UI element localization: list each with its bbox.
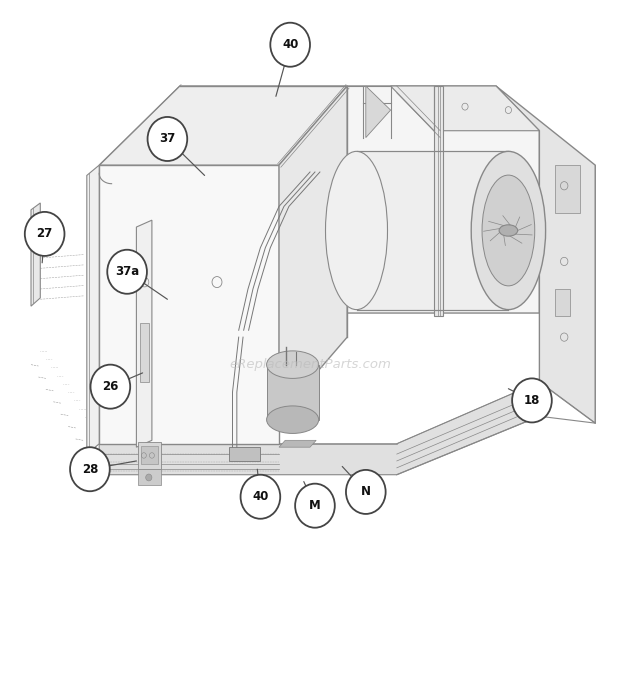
Polygon shape (99, 86, 347, 165)
Text: 28: 28 (82, 463, 98, 475)
Polygon shape (99, 165, 279, 444)
Polygon shape (140, 323, 149, 382)
Circle shape (346, 470, 386, 514)
Polygon shape (99, 382, 539, 475)
Polygon shape (229, 447, 260, 461)
Text: 40: 40 (282, 39, 298, 51)
Circle shape (512, 378, 552, 422)
Circle shape (70, 447, 110, 491)
Circle shape (146, 474, 152, 481)
Polygon shape (279, 440, 316, 447)
Ellipse shape (267, 406, 319, 433)
Circle shape (25, 212, 64, 256)
Ellipse shape (482, 175, 534, 286)
Text: 18: 18 (524, 394, 540, 407)
Polygon shape (555, 289, 570, 316)
Polygon shape (87, 165, 99, 454)
Text: 40: 40 (252, 491, 268, 503)
Polygon shape (347, 86, 539, 313)
Polygon shape (434, 86, 443, 316)
Polygon shape (138, 442, 161, 469)
Text: M: M (309, 499, 321, 512)
Text: N: N (361, 486, 371, 498)
Ellipse shape (499, 225, 518, 236)
Circle shape (270, 23, 310, 67)
Text: eReplacementParts.com: eReplacementParts.com (229, 358, 391, 371)
Polygon shape (555, 165, 580, 213)
Polygon shape (496, 86, 595, 423)
Text: 37: 37 (159, 133, 175, 145)
Polygon shape (366, 86, 391, 138)
Text: 26: 26 (102, 380, 118, 393)
Polygon shape (279, 86, 347, 416)
Ellipse shape (326, 151, 388, 310)
Ellipse shape (471, 151, 546, 310)
Text: 37a: 37a (115, 266, 140, 278)
Text: 27: 27 (37, 228, 53, 240)
Circle shape (107, 250, 147, 294)
Polygon shape (391, 86, 539, 131)
Circle shape (241, 475, 280, 519)
Polygon shape (31, 203, 40, 306)
Polygon shape (136, 220, 152, 447)
Circle shape (295, 484, 335, 528)
Ellipse shape (267, 351, 319, 378)
Polygon shape (138, 469, 161, 485)
Circle shape (91, 365, 130, 409)
Circle shape (148, 117, 187, 161)
Polygon shape (141, 446, 158, 464)
Polygon shape (267, 365, 319, 420)
Polygon shape (356, 151, 508, 310)
